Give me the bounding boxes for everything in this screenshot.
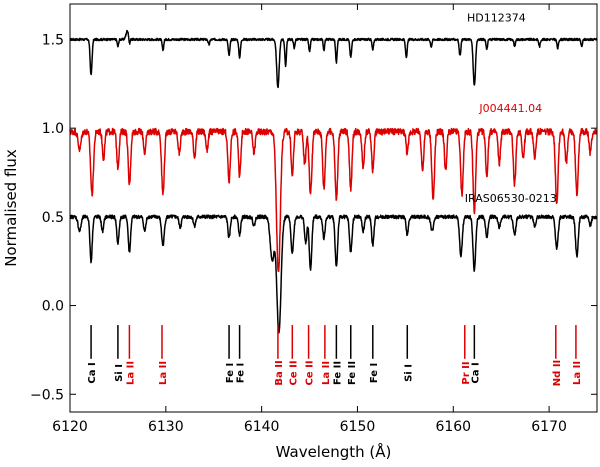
- line-marker-label: Ca I: [470, 362, 481, 383]
- y-tick-label: 0.0: [42, 299, 64, 315]
- x-tick-label: 6120: [52, 419, 88, 435]
- line-markers-group: Ca I Si I La II La II Fe I Fe I Ba II Ce II Ce I…: [87, 325, 583, 386]
- line-marker-label: Ce II: [288, 360, 299, 385]
- x-tick-label: 6130: [148, 419, 184, 435]
- x-tick-label: 6160: [435, 419, 471, 435]
- series-line: [69, 29, 598, 89]
- x-tick-label: 6170: [531, 419, 567, 435]
- line-marker-label: Ca I: [87, 362, 98, 383]
- line-marker-label: Fe I: [369, 363, 380, 383]
- line-marker-label: La II: [158, 361, 169, 385]
- x-tick-label: 6140: [244, 419, 280, 435]
- series-group: [69, 29, 598, 334]
- y-tick-label: 1.5: [42, 32, 64, 48]
- y-tick-label: −0.5: [30, 387, 64, 403]
- series-label: HD112374: [467, 12, 526, 25]
- line-marker-label: Fe II: [347, 361, 358, 385]
- series-label: IRAS06530-0213: [465, 192, 557, 205]
- line-marker-label: La II: [321, 361, 332, 385]
- series-line: [69, 127, 598, 273]
- line-marker-label: Fe I: [225, 363, 236, 383]
- line-marker-label: Fe I: [236, 363, 247, 383]
- line-marker-label: La II: [125, 361, 136, 385]
- axes-group: 6120 6130 6140 6150 6160 6170 −0.5 0.0 0.5 1.0 1.5: [30, 4, 597, 435]
- series-label: J004441.04: [478, 102, 542, 115]
- plot-frame: [69, 3, 598, 413]
- line-marker-label: Fe II: [332, 361, 343, 385]
- x-tick-label: 6150: [340, 419, 376, 435]
- line-marker-label: Ce II: [305, 360, 316, 385]
- series-line: [69, 214, 598, 334]
- y-tick-label: 1.0: [42, 121, 64, 137]
- y-tick-label: 0.5: [42, 210, 64, 226]
- line-marker-label: Si I: [403, 364, 414, 382]
- line-marker-label: Ba II: [274, 360, 285, 385]
- line-marker-label: Si I: [114, 364, 125, 382]
- y-axis-label: Normalised flux: [2, 149, 20, 267]
- line-marker-label: La II: [572, 361, 583, 385]
- line-marker-label: Nd II: [552, 360, 563, 386]
- series-labels-group: HD112374 J004441.04 IRAS06530-0213: [465, 12, 557, 205]
- line-marker-label: Pr II: [461, 361, 472, 384]
- x-axis-label: Wavelength (Å): [276, 442, 392, 461]
